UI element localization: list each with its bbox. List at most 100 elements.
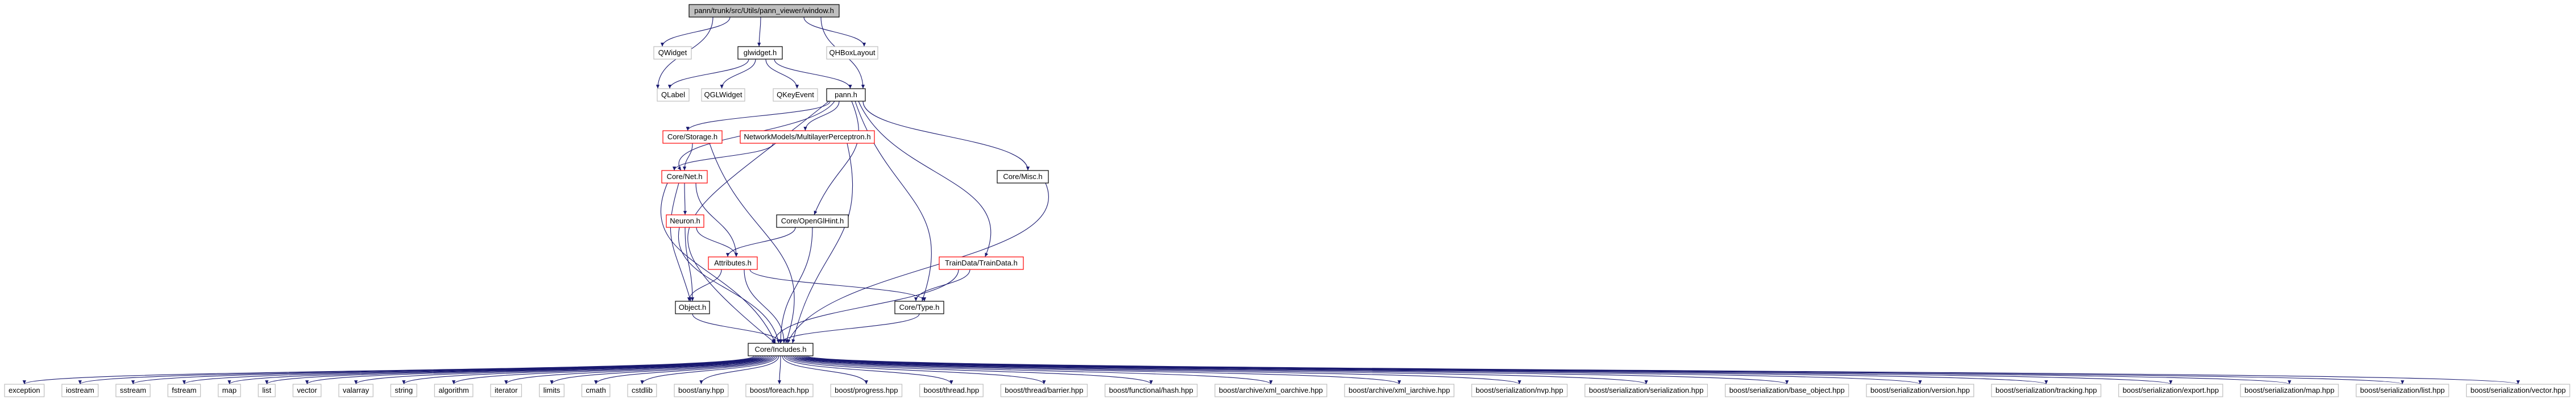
leaf-node[interactable]: valarray (338, 384, 374, 397)
leaf-node[interactable]: boost/foreach.hpp (745, 384, 814, 397)
node-glwidget-h-label: glwidget.h (744, 48, 777, 57)
leaf-node[interactable]: algorithm (434, 384, 474, 397)
edge-window_h-to-glwidget_h (757, 16, 761, 47)
node-qlabel-label: QLabel (661, 90, 685, 99)
leaf-node-label: boost/serialization/export.hpp (2123, 386, 2219, 394)
leaf-node[interactable]: iostream (61, 384, 99, 397)
nodes-layer: pann/trunk/src/Utils/pann_viewer/window.… (653, 4, 1049, 356)
node-qglwidget[interactable]: QGLWidget (701, 88, 745, 102)
leaf-node-label: string (395, 386, 413, 394)
edge-window_h-to-qhboxlayout (803, 16, 866, 47)
node-qwidget[interactable]: QWidget (653, 46, 692, 60)
edge-pann_h-to-traindata_h (858, 101, 992, 257)
leaf-node-label: boost/serialization/base_object.hpp (1729, 386, 1845, 394)
node-core-net-h[interactable]: Core/Net.h (661, 170, 708, 184)
leaf-node[interactable]: boost/serialization/version.hpp (1866, 384, 1974, 397)
edge-glwidget_h-to-qglwidget (720, 59, 756, 89)
node-core-openglhint-h[interactable]: Core/OpenGlHint.h (776, 214, 849, 228)
leaf-node[interactable]: cmath (581, 384, 611, 397)
leaf-node-label: algorithm (438, 386, 468, 394)
leaf-node-label: vector (297, 386, 317, 394)
edge-traindata_h-to-core_type_h (914, 269, 970, 302)
leaf-node[interactable]: boost/serialization/serialization.hpp (1584, 384, 1708, 397)
leaf-node[interactable]: boost/thread/barrier.hpp (1000, 384, 1088, 397)
leaf-node[interactable]: boost/progress.hpp (830, 384, 903, 397)
edge-core-includes-to-leaf (640, 355, 778, 385)
leaf-node[interactable]: iterator (490, 384, 522, 397)
node-object-h-label: Object.h (679, 303, 706, 311)
leaf-node[interactable]: boost/serialization/list.hpp (2355, 384, 2449, 397)
node-qhboxlayout-label: QHBoxLayout (829, 48, 876, 57)
edge-attributes_h-to-object_h (687, 269, 722, 302)
leaf-node[interactable]: boost/archive/xml_oarchive.hpp (1214, 384, 1328, 397)
leaf-node[interactable]: vector (292, 384, 322, 397)
node-core-misc-h[interactable]: Core/Misc.h (997, 170, 1049, 184)
leaf-node-label: sstream (120, 386, 146, 394)
node-object-h[interactable]: Object.h (675, 301, 710, 314)
leaf-node[interactable]: string (390, 384, 417, 397)
leaf-node[interactable]: list (258, 384, 276, 397)
edge-core-includes-to-leaf (504, 355, 772, 385)
edge-core_net_h-to-core_includes_h (660, 182, 776, 344)
leaf-node[interactable]: boost/functional/hash.hpp (1105, 384, 1198, 397)
leaf-node-label: boost/serialization/tracking.hpp (1996, 386, 2097, 394)
edge-window_h-to-qwidget (660, 16, 731, 47)
edge-core-includes-to-leaf (182, 355, 760, 385)
node-qlabel[interactable]: QLabel (657, 88, 690, 102)
edge-core-includes-to-leaf (787, 355, 1153, 385)
leaf-node-label: boost/foreach.hpp (750, 386, 809, 394)
leaf-node[interactable]: exception (4, 384, 45, 397)
edge-core_openglhint_h-to-attributes_h (725, 227, 796, 257)
leaf-node-label: boost/serialization/map.hpp (2245, 386, 2334, 394)
edge-neuron_h-to-core_includes_h (678, 227, 780, 344)
node-core-type-h[interactable]: Core/Type.h (894, 301, 944, 314)
node-qhboxlayout[interactable]: QHBoxLayout (826, 46, 878, 60)
leaf-node-label: list (262, 386, 271, 394)
node-glwidget-h[interactable]: glwidget.h (737, 46, 783, 60)
node-qkeyevent[interactable]: QKeyEvent (773, 88, 818, 102)
edge-core-includes-to-leaf (699, 355, 779, 385)
leaf-node-label: exception (9, 386, 40, 394)
node-attributes-h[interactable]: Attributes.h (708, 256, 758, 270)
edge-core-includes-to-leaf (807, 355, 2520, 385)
edge-core-includes-to-leaf (131, 355, 758, 385)
leaf-node[interactable]: cstdlib (627, 384, 657, 397)
leaf-node[interactable]: boost/serialization/vector.hpp (2466, 384, 2570, 397)
leaf-node[interactable]: boost/any.hpp (674, 384, 729, 397)
edge-core_net_h-to-object_h (670, 182, 692, 302)
leaf-node[interactable]: boost/serialization/base_object.hpp (1724, 384, 1849, 397)
edge-core-includes-to-leaf (594, 355, 776, 385)
edge-core-includes-to-leaf (802, 355, 2172, 385)
edge-core-includes-to-leaf (78, 355, 756, 385)
node-core-storage-h[interactable]: Core/Storage.h (662, 130, 723, 144)
leaf-node[interactable]: boost/archive/xml_iarchive.hpp (1344, 384, 1455, 397)
edge-neuron_h-to-object_h (685, 227, 695, 302)
edge-core-includes-to-leaf (791, 355, 1401, 385)
node-neuron-h[interactable]: Neuron.h (666, 214, 704, 228)
edge-core-includes-to-leaf (777, 355, 782, 385)
leaf-node[interactable]: boost/serialization/nvp.hpp (1471, 384, 1568, 397)
node-core-includes-h-label: Core/Includes.h (754, 345, 806, 354)
node-core-includes-h[interactable]: Core/Includes.h (748, 343, 814, 356)
leaf-node[interactable]: sstream (115, 384, 151, 397)
leaf-node-label: boost/serialization/serialization.hpp (1589, 386, 1704, 394)
edge-glwidget_h-to-qkeyevent (765, 59, 799, 89)
edge-attributes_h-to-core_type_h (749, 269, 927, 302)
edge-core-includes-to-leaf (799, 355, 2048, 385)
node-pann-h[interactable]: pann.h (826, 88, 866, 102)
edge-glwidget_h-to-pann_h (774, 59, 852, 89)
edge-core-includes-to-leaf (794, 355, 1648, 385)
leaf-node[interactable]: boost/serialization/export.hpp (2118, 384, 2224, 397)
leaf-node[interactable]: limits (539, 384, 565, 397)
leaf-node-label: cmath (586, 386, 605, 394)
node-window-h[interactable]: pann/trunk/src/Utils/pann_viewer/window.… (688, 4, 840, 18)
leaf-node[interactable]: boost/thread.hpp (919, 384, 984, 397)
leaf-node[interactable]: fstream (167, 384, 201, 397)
leaf-node[interactable]: map (218, 384, 241, 397)
edge-core-includes-to-leaf (354, 355, 767, 385)
node-network-mlp-h[interactable]: NetworkModels/MultilayerPerceptron.h (740, 130, 875, 144)
leaf-node[interactable]: boost/serialization/tracking.hpp (1991, 384, 2102, 397)
leaf-node[interactable]: boost/serialization/map.hpp (2240, 384, 2339, 397)
node-traindata-h[interactable]: TrainData/TrainData.h (939, 256, 1024, 270)
